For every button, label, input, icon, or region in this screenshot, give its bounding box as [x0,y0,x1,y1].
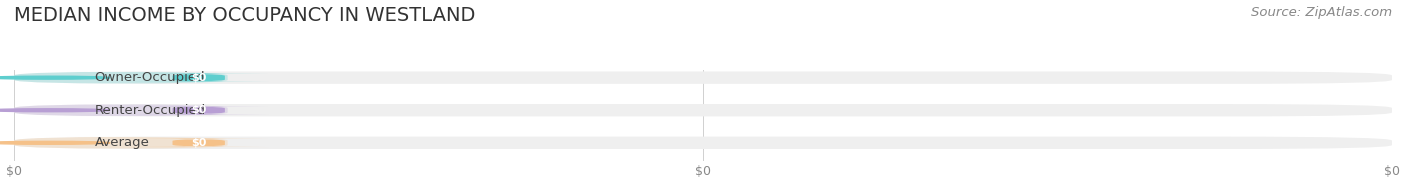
Text: $0: $0 [191,105,207,115]
FancyBboxPatch shape [14,137,228,149]
Circle shape [0,76,110,79]
Text: Source: ZipAtlas.com: Source: ZipAtlas.com [1251,6,1392,19]
Circle shape [0,141,110,144]
FancyBboxPatch shape [128,106,269,114]
Text: Average: Average [94,136,149,149]
Text: MEDIAN INCOME BY OCCUPANCY IN WESTLAND: MEDIAN INCOME BY OCCUPANCY IN WESTLAND [14,6,475,25]
Text: $0: $0 [191,138,207,148]
FancyBboxPatch shape [128,139,269,147]
FancyBboxPatch shape [14,104,1392,116]
Text: Renter-Occupied: Renter-Occupied [94,104,205,117]
Text: Owner-Occupied: Owner-Occupied [94,71,205,84]
FancyBboxPatch shape [128,74,269,82]
FancyBboxPatch shape [14,72,1392,84]
FancyBboxPatch shape [14,137,1392,149]
Circle shape [0,109,110,112]
Text: $0: $0 [191,73,207,83]
FancyBboxPatch shape [14,72,228,84]
FancyBboxPatch shape [14,104,228,116]
